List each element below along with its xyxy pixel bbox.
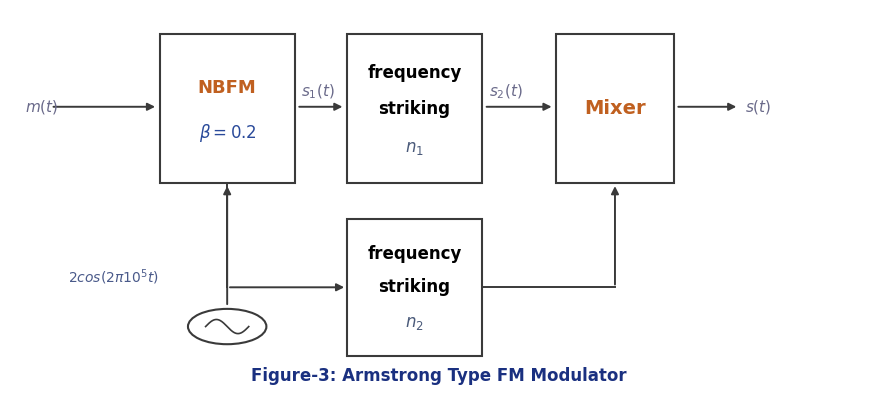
Text: NBFM: NBFM — [198, 79, 257, 97]
Text: frequency: frequency — [367, 245, 461, 263]
Text: $s_2(t)$: $s_2(t)$ — [489, 82, 523, 101]
Text: $2cos(2\pi 10^5 t)$: $2cos(2\pi 10^5 t)$ — [68, 268, 159, 287]
Bar — [347, 34, 482, 183]
Text: Figure-3: Armstrong Type FM Modulator: Figure-3: Armstrong Type FM Modulator — [251, 367, 626, 385]
Text: $n_1$: $n_1$ — [405, 139, 424, 156]
Bar — [160, 34, 295, 183]
Text: $n_2$: $n_2$ — [405, 314, 424, 332]
Text: $s_1(t)$: $s_1(t)$ — [301, 82, 334, 101]
Circle shape — [188, 309, 267, 344]
Bar — [347, 219, 482, 356]
Text: $m(t)$: $m(t)$ — [25, 98, 58, 116]
Text: Mixer: Mixer — [584, 99, 645, 118]
Text: $\beta = 0.2$: $\beta = 0.2$ — [199, 122, 256, 144]
Text: striking: striking — [379, 278, 451, 296]
Bar — [556, 34, 674, 183]
Text: striking: striking — [379, 100, 451, 118]
Text: frequency: frequency — [367, 64, 461, 82]
Text: $s(t)$: $s(t)$ — [745, 98, 772, 116]
